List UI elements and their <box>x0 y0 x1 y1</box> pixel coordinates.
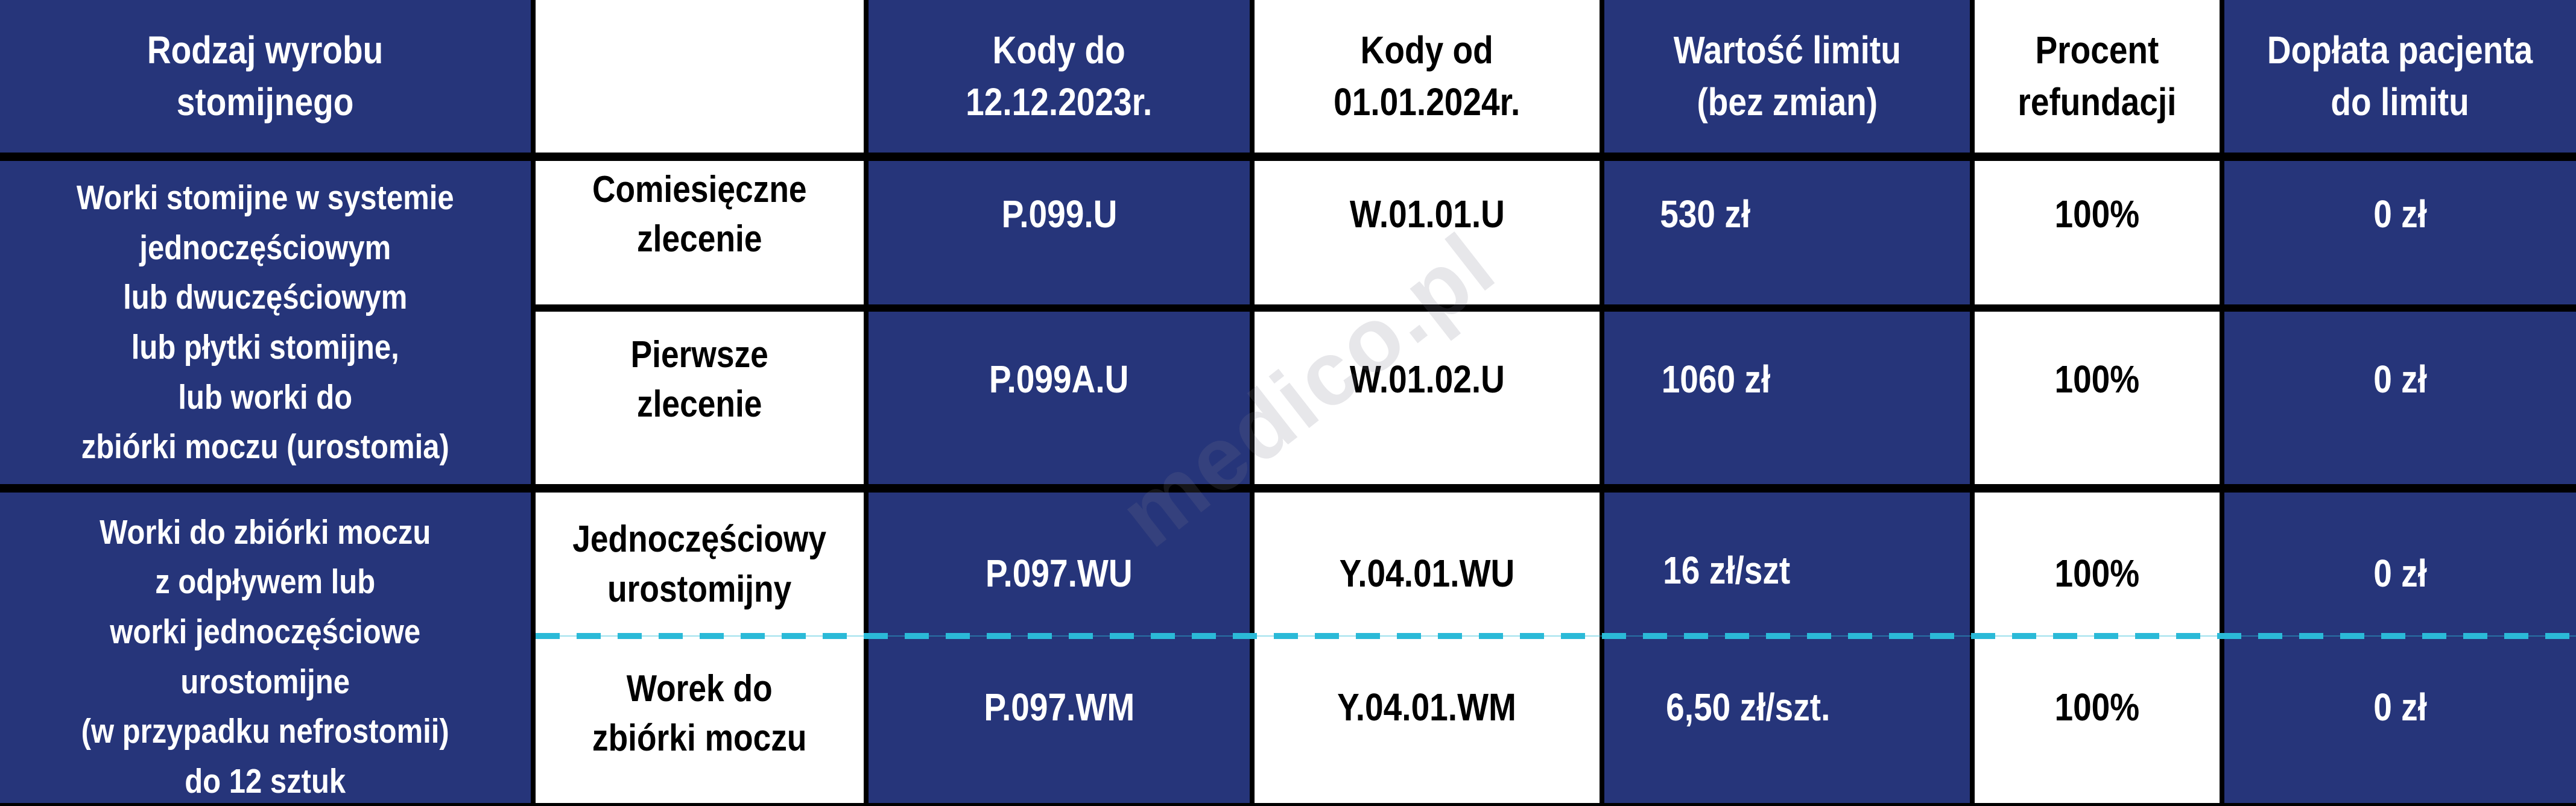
table-cell-subtype: Worek do zbiórki moczu <box>536 637 864 803</box>
table-cell-subtype: Comiesięczne zlecenie <box>536 161 864 304</box>
group-product-type: Worki do zbiórki moczu z odpływem lub wo… <box>0 493 531 803</box>
code-new-text: W.01.01.U <box>1349 192 1505 236</box>
header-patient-copay: Dopłata pacjenta do limitu <box>2224 0 2576 153</box>
code-old-text: P.097.WU <box>986 551 1133 595</box>
header-text: Kody do 12.12.2023r. <box>966 28 1153 124</box>
header-text: Procent refundacji <box>2017 28 2177 124</box>
table-cell-code-new: Y.04.01.WM <box>1255 637 1600 803</box>
table-cell-subtype: Jednoczęściowy urostomijny <box>536 493 864 637</box>
code-new-text: W.01.02.U <box>1349 357 1505 401</box>
code-old-text: P.097.WM <box>984 685 1135 729</box>
subtype-text: Comiesięczne zlecenie <box>592 168 807 260</box>
table-cell-code-old: P.099A.U <box>869 312 1250 484</box>
limit-text: 530 zł <box>1660 192 1751 236</box>
header-product-type: Rodzaj wyrobu stomijnego <box>0 0 531 153</box>
code-new-text: Y.04.01.WM <box>1337 685 1517 729</box>
header-subtype <box>536 0 864 153</box>
product-type-text: Worki do zbiórki moczu z odpływem lub wo… <box>81 512 450 801</box>
limit-text: 6,50 zł/szt. <box>1666 685 1831 729</box>
table-cell-limit: 1060 zł <box>1604 312 1970 484</box>
table-cell-copay: 0 zł <box>2224 161 2576 304</box>
header-text: Dopłata pacjenta do limitu <box>2267 28 2533 124</box>
header-text: Rodzaj wyrobu stomijnego <box>147 28 384 124</box>
percent-text: 100% <box>2054 192 2140 236</box>
table-cell-percent: 100% <box>1975 312 2220 484</box>
table-cell-code-new: Y.04.01.WU <box>1255 493 1600 637</box>
table-cell-subtype: Pierwsze zlecenie <box>536 312 864 484</box>
header-codes-old: Kody do 12.12.2023r. <box>869 0 1250 153</box>
code-new-text: Y.04.01.WU <box>1339 551 1515 595</box>
table-cell-code-new: W.01.02.U <box>1255 312 1600 484</box>
header-text: Kody od 01.01.2024r. <box>1334 28 1521 124</box>
limit-text: 1060 zł <box>1661 357 1771 401</box>
product-type-text: Worki stomijne w systemie jednoczęściowy… <box>77 178 454 467</box>
percent-text: 100% <box>2054 685 2140 729</box>
percent-text: 100% <box>2054 551 2140 595</box>
table-cell-limit: 6,50 zł/szt. <box>1604 637 1970 803</box>
subtype-text: Jednoczęściowy urostomijny <box>572 518 827 610</box>
copay-text: 0 zł <box>2373 357 2427 401</box>
table-cell-copay: 0 zł <box>2224 637 2576 803</box>
table-cell-code-old: P.097.WU <box>869 493 1250 637</box>
subtype-text: Pierwsze zlecenie <box>630 333 769 425</box>
subtype-text: Worek do zbiórki moczu <box>592 667 807 759</box>
group-product-type: Worki stomijne w systemie jednoczęściowy… <box>0 161 531 484</box>
table-cell-percent: 100% <box>1975 161 2220 304</box>
header-refund-percent: Procent refundacji <box>1975 0 2220 153</box>
table-cell-copay: 0 zł <box>2224 312 2576 484</box>
table-cell-percent: 100% <box>1975 493 2220 637</box>
header-limit-value: Wartość limitu (bez zmian) <box>1604 0 1970 153</box>
table-cell-copay: 0 zł <box>2224 493 2576 637</box>
dashed-row-divider <box>536 633 2576 639</box>
percent-text: 100% <box>2054 357 2140 401</box>
table-cell-code-old: P.097.WM <box>869 637 1250 803</box>
table-cell-limit: 530 zł <box>1604 161 1970 304</box>
header-text: Wartość limitu (bez zmian) <box>1673 28 1901 124</box>
limit-text: 16 zł/szt <box>1663 548 1791 592</box>
table-cell-limit: 16 zł/szt <box>1604 493 1970 637</box>
copay-text: 0 zł <box>2373 551 2427 595</box>
table-cell-percent: 100% <box>1975 637 2220 803</box>
code-old-text: P.099A.U <box>989 357 1129 401</box>
header-codes-new: Kody od 01.01.2024r. <box>1255 0 1600 153</box>
code-old-text: P.099.U <box>1001 192 1117 236</box>
copay-text: 0 zł <box>2373 685 2427 729</box>
table-cell-code-new: W.01.01.U <box>1255 161 1600 304</box>
table-cell-code-old: P.099.U <box>869 161 1250 304</box>
copay-text: 0 zł <box>2373 192 2427 236</box>
